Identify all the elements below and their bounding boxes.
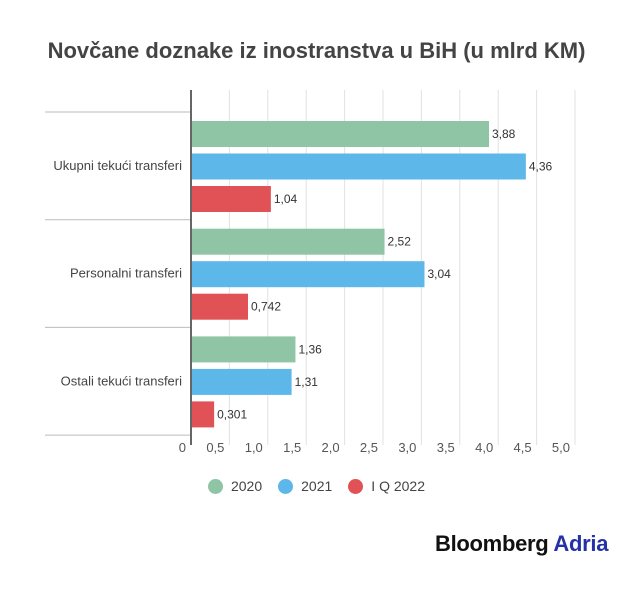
- legend: 2020 2021 I Q 2022: [0, 478, 633, 494]
- x-tick-label: 3,0: [398, 440, 416, 455]
- chart-title: Novčane doznake iz inostranstva u BiH (u…: [47, 38, 586, 63]
- x-tick-label: 1,0: [245, 440, 263, 455]
- x-tick-label: 2,0: [322, 440, 340, 455]
- data-label: 1,31: [295, 375, 319, 389]
- legend-item: 2021: [278, 478, 332, 494]
- logo-text-adria: Adria: [553, 531, 609, 556]
- logo-text-bloomberg: Bloomberg: [435, 531, 549, 556]
- bar-i-q-2022: [192, 186, 271, 212]
- data-label: 4,36: [529, 160, 553, 174]
- data-label: 3,04: [427, 267, 451, 281]
- data-label: 3,88: [492, 127, 516, 141]
- bar-i-q-2022: [192, 293, 248, 320]
- legend-marker-icon: [278, 478, 294, 494]
- category-label: Ukupni tekući transferi: [53, 158, 182, 173]
- x-tick-label: 5,0: [552, 440, 570, 455]
- bloomberg-adria-logo: Bloomberg Adria: [435, 531, 608, 557]
- legend-marker-icon: [348, 478, 364, 494]
- bar-2020: [192, 228, 385, 255]
- data-label: 1,04: [274, 192, 298, 206]
- legend-item: 2020: [207, 478, 263, 494]
- legend-label: 2020: [230, 478, 263, 494]
- category-label: Ostali tekući transferi: [61, 373, 182, 388]
- data-label: 0,742: [251, 300, 281, 314]
- legend-item: I Q 2022: [348, 478, 425, 494]
- data-label: 1,36: [298, 342, 322, 356]
- legend-marker-icon: [207, 478, 223, 494]
- bar-2021: [192, 368, 292, 395]
- x-tick-label: 4,5: [514, 440, 532, 455]
- data-label: 2,52: [388, 235, 412, 249]
- x-tick-label: 1,5: [283, 440, 301, 455]
- legend-label: I Q 2022: [371, 478, 425, 494]
- x-tick-label: 3,5: [437, 440, 455, 455]
- legend-label: 2021: [301, 478, 333, 494]
- bar-2021: [192, 261, 425, 288]
- bar-2021: [192, 153, 526, 180]
- x-tick-label: 0,5: [206, 440, 224, 455]
- category-label: Personalni transferi: [70, 266, 182, 281]
- bar-2020: [192, 336, 296, 363]
- bar-i-q-2022: [192, 401, 215, 428]
- x-tick-label: 4,0: [475, 440, 493, 455]
- x-tick-label: 2,5: [360, 440, 378, 455]
- x-tick-label: 0: [179, 440, 186, 455]
- data-label: 0,301: [217, 407, 247, 421]
- bar-2020: [192, 121, 489, 147]
